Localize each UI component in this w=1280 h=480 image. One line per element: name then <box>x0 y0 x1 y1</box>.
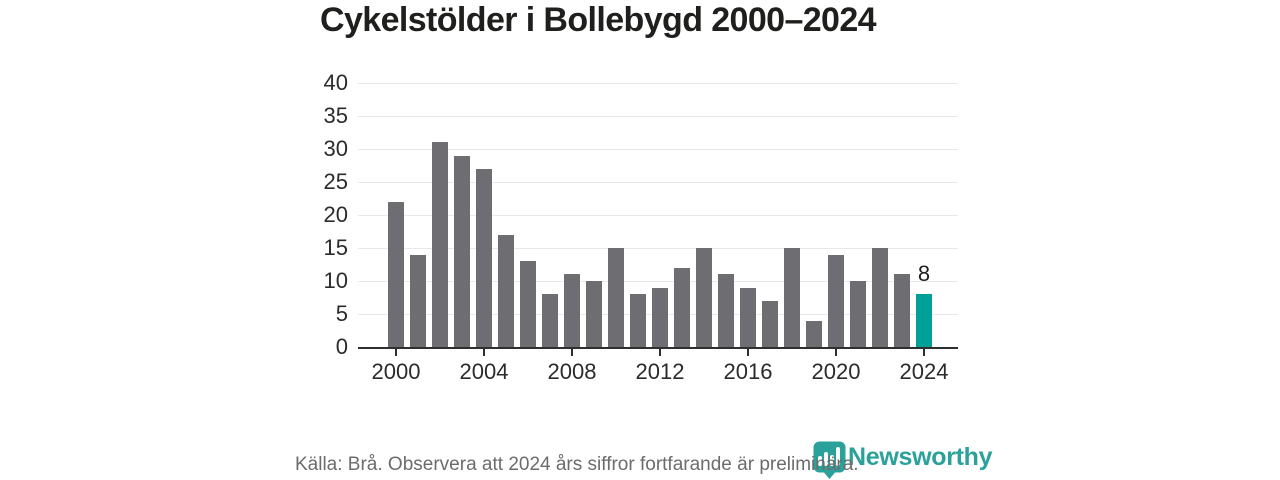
gridline <box>358 149 958 150</box>
bar <box>850 281 866 347</box>
y-tick-label: 20 <box>323 202 348 227</box>
x-tick-label: 2008 <box>547 359 597 384</box>
x-tick-label: 2024 <box>899 359 949 384</box>
bar <box>498 234 514 347</box>
gridline <box>358 248 958 249</box>
gridline <box>358 281 958 282</box>
bar <box>432 142 448 347</box>
x-tick-label: 2004 <box>459 359 509 384</box>
bar <box>740 287 756 347</box>
bar <box>410 254 426 347</box>
bar <box>454 155 470 347</box>
x-tick-mark <box>395 349 397 356</box>
y-tick-label: 25 <box>323 169 348 194</box>
x-tick-mark <box>659 349 661 356</box>
bar <box>564 274 580 347</box>
bar <box>608 248 624 347</box>
y-tick-label: 40 <box>323 70 348 95</box>
source-note: Källa: Brå. Observera att 2024 års siffr… <box>295 454 859 475</box>
bar <box>520 261 536 347</box>
bar <box>652 287 668 347</box>
x-tick-mark <box>483 349 485 356</box>
y-tick-label: 35 <box>323 103 348 128</box>
y-tick-label: 15 <box>323 235 348 260</box>
bar-value-label: 8 <box>917 261 931 287</box>
x-tick-label: 2000 <box>371 359 421 384</box>
gridline <box>358 182 958 183</box>
x-tick-label: 2016 <box>723 359 773 384</box>
y-tick-label: 0 <box>335 334 348 359</box>
bar <box>806 320 822 347</box>
gridline <box>358 116 958 117</box>
x-tick-mark <box>835 349 837 356</box>
newsworthy-logo-icon <box>813 441 846 479</box>
bar <box>894 274 910 347</box>
bar <box>872 248 888 347</box>
bar <box>388 201 404 347</box>
gridline <box>358 215 958 216</box>
x-tick-label: 2012 <box>635 359 685 384</box>
chart-title: Cykelstölder i Bollebygd 2000–2024 <box>320 1 877 39</box>
bar <box>476 168 492 347</box>
x-tick-mark <box>923 349 925 356</box>
y-tick-label: 5 <box>335 301 348 326</box>
x-tick-mark <box>747 349 749 356</box>
newsworthy-logo: Newsworthy <box>813 441 993 479</box>
bar <box>674 267 690 347</box>
bar <box>542 294 558 347</box>
bar <box>762 300 778 347</box>
x-tick-mark <box>571 349 573 356</box>
plot-area: 0 5 10 15 20 25 30 35 40 2000 2004 2008 2012 2016 2020… <box>324 70 958 384</box>
y-tick-label: 10 <box>323 268 348 293</box>
bar <box>586 281 602 347</box>
bar <box>696 248 712 347</box>
bar <box>718 274 734 347</box>
bar <box>828 254 844 347</box>
y-tick-label: 30 <box>323 136 348 161</box>
bar <box>630 294 646 347</box>
bar <box>784 248 800 347</box>
newsworthy-logo-text: Newsworthy <box>848 442 993 471</box>
x-tick-label: 2020 <box>811 359 861 384</box>
bar-highlight <box>916 294 932 347</box>
gridline <box>358 83 958 84</box>
